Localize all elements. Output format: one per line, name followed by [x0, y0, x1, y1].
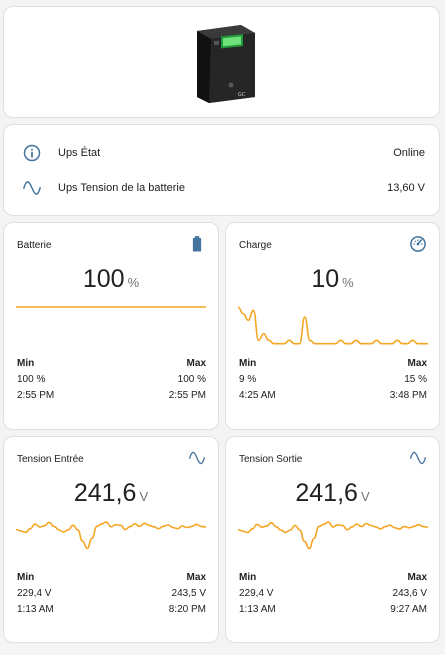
max-label: Max — [407, 572, 427, 583]
entity-row-ups-state[interactable]: Ups État Online — [4, 138, 439, 168]
sine-wave-icon — [188, 451, 206, 465]
max-value: 100 % — [177, 374, 206, 385]
sensor-graph-line — [238, 306, 428, 345]
sensor-min: Min 100 % 2:55 PM — [17, 356, 54, 404]
entity-value: Online — [393, 147, 425, 159]
sensor-min: Min 9 % 4:25 AM — [239, 356, 276, 404]
sensor-card-tension-sortie[interactable]: Tension Sortie 241,6 V Min 229,4 V 1:13 A… — [225, 436, 440, 643]
svg-text:GC: GC — [238, 92, 246, 98]
min-value: 229,4 V — [239, 588, 274, 599]
min-value: 100 % — [17, 374, 46, 385]
entity-name: Ups État — [58, 147, 101, 159]
sensor-title: Batterie — [17, 240, 52, 251]
sine-wave-icon — [22, 181, 42, 195]
sensor-value: 241,6 V — [73, 479, 149, 507]
sensor-title: Tension Sortie — [239, 454, 303, 465]
entity-name: Ups Tension de la batterie — [58, 182, 185, 194]
entities-card: Ups État Online Ups Tension de la batter… — [3, 124, 440, 216]
sensor-unit: V — [360, 489, 370, 504]
min-label: Min — [17, 358, 35, 369]
sensor-title: Charge — [239, 240, 272, 251]
sensor-value: 10% — [311, 265, 354, 293]
max-label: Max — [407, 358, 427, 369]
max-label: Max — [186, 572, 206, 583]
info-icon — [23, 144, 41, 162]
max-time: 2:55 PM — [168, 390, 206, 401]
sensor-max: Max 243,6 V 9:27 AM — [390, 570, 427, 618]
sensor-graph-line — [238, 521, 428, 550]
sensor-graph — [238, 521, 428, 550]
max-value: 243,6 V — [392, 588, 427, 599]
ups-picture-card[interactable]: GC — [3, 6, 440, 118]
min-time: 1:13 AM — [17, 604, 54, 615]
sensor-card-batterie[interactable]: Batterie 100% Min 100 % 2:55 PM Max 100 … — [3, 222, 219, 430]
sensor-min: Min 229,4 V 1:13 AM — [17, 570, 54, 618]
sensor-card-tension-entree[interactable]: Tension Entrée 241,6 V Min 229,4 V 1:13 A… — [3, 436, 219, 643]
max-time: 8:20 PM — [168, 604, 206, 615]
max-value: 15 % — [404, 374, 427, 385]
sensor-max: Max 243,5 V 8:20 PM — [169, 570, 206, 618]
min-time: 2:55 PM — [17, 390, 55, 401]
max-value: 243,5 V — [171, 588, 206, 599]
sensor-unit: % — [342, 275, 354, 290]
min-label: Min — [239, 358, 257, 369]
min-label: Min — [17, 572, 35, 583]
sensor-graph-line — [16, 521, 206, 550]
sensor-value: 100% — [82, 265, 140, 293]
sensor-title: Tension Entrée — [17, 454, 84, 465]
max-time: 9:27 AM — [390, 604, 427, 615]
entity-row-battery-voltage[interactable]: Ups Tension de la batterie 13,60 V — [4, 173, 439, 203]
min-value: 229,4 V — [17, 588, 52, 599]
sine-wave-icon — [409, 451, 427, 465]
min-time: 4:25 AM — [239, 390, 276, 401]
sensor-graph — [16, 521, 206, 550]
sensor-graph — [238, 306, 428, 345]
battery-icon — [192, 236, 202, 252]
sensor-max: Max 100 % 2:55 PM — [169, 356, 206, 404]
min-time: 1:13 AM — [239, 604, 276, 615]
min-value: 9 % — [239, 374, 257, 385]
gauge-icon — [410, 236, 426, 252]
sensor-min: Min 229,4 V 1:13 AM — [239, 570, 276, 618]
sensor-unit: V — [139, 489, 149, 504]
sensor-max: Max 15 % 3:48 PM — [390, 356, 427, 404]
max-label: Max — [186, 358, 206, 369]
ups-device-image: GC — [197, 25, 255, 103]
sensor-unit: % — [127, 275, 140, 290]
min-label: Min — [239, 572, 257, 583]
sensor-value: 241,6 V — [295, 479, 370, 507]
sensor-graph — [16, 306, 206, 308]
sensor-card-charge[interactable]: Charge 10% Min 9 % 4:25 AM Max 15 % 3:48… — [225, 222, 440, 430]
entity-value: 13,60 V — [387, 182, 425, 194]
max-time: 3:48 PM — [389, 390, 427, 401]
